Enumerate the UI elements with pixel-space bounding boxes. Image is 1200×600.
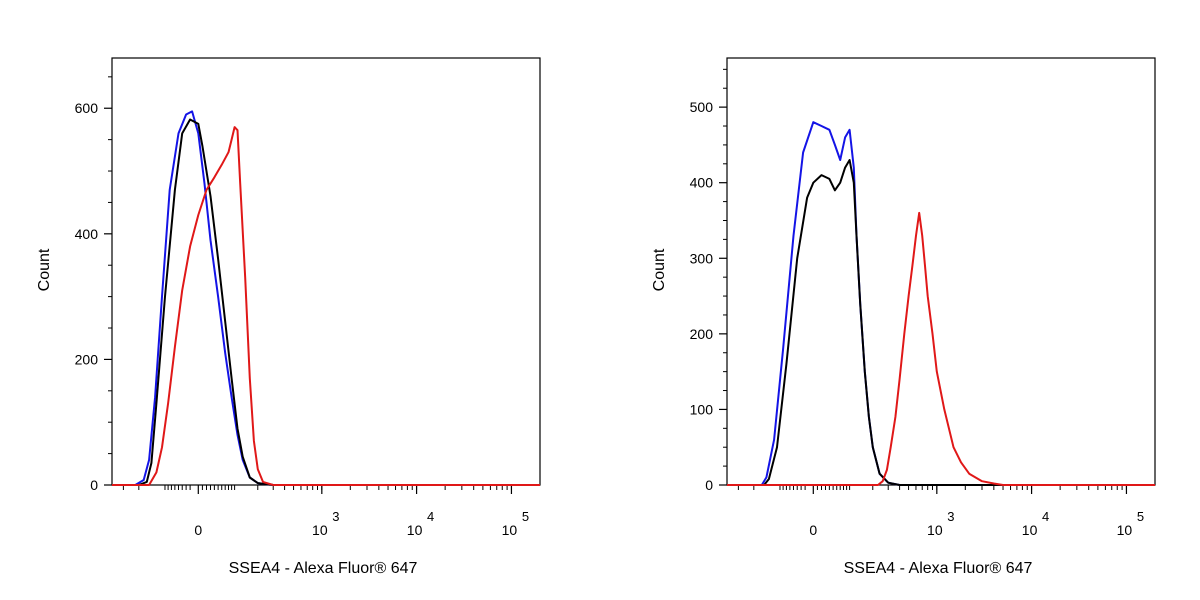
histogram-series-black xyxy=(112,118,540,486)
y-tick-label: 200 xyxy=(75,351,99,367)
x-tick-label-exponent: 5 xyxy=(522,509,529,524)
histogram-series-blue xyxy=(727,121,1155,486)
histogram-panel-left: Count SSEA4 - Alexa Fluor® 647 0 200 400 60… xyxy=(36,57,541,577)
x-tick-label-base: 10 xyxy=(927,522,943,538)
x-tick-label-exponent: 4 xyxy=(1042,509,1049,524)
y-tick-label: 400 xyxy=(75,226,99,242)
y-axis-label: Count xyxy=(36,248,53,291)
histogram-series-red xyxy=(727,211,1155,486)
x-tick-label-base: 10 xyxy=(502,522,518,538)
y-tick-label: 0 xyxy=(705,477,713,493)
histogram-panel-right: Count SSEA4 - Alexa Fluor® 647 010020030… xyxy=(651,57,1156,577)
y-tick-label: 400 xyxy=(690,175,714,191)
x-axis-label: SSEA4 - Alexa Fluor® 647 xyxy=(844,560,1033,577)
x-tick-label-base: 10 xyxy=(312,522,328,538)
y-tick-label: 600 xyxy=(75,100,99,116)
plot-frame xyxy=(111,57,541,486)
y-tick-label: 100 xyxy=(690,401,714,417)
x-tick-label-exponent: 5 xyxy=(1137,509,1144,524)
y-tick-label: 0 xyxy=(90,477,98,493)
x-tick-label: 0 xyxy=(194,522,202,538)
y-axis-label: Count xyxy=(651,248,668,291)
x-tick-label: 0 xyxy=(809,522,817,538)
y-tick-label: 200 xyxy=(690,326,714,342)
y-tick-label: 500 xyxy=(690,99,714,115)
x-tick-label-exponent: 3 xyxy=(947,509,954,524)
x-tick-label-exponent: 4 xyxy=(427,509,434,524)
x-tick-label-exponent: 3 xyxy=(332,509,339,524)
y-tick-label: 300 xyxy=(690,250,714,266)
x-tick-label-base: 10 xyxy=(407,522,423,538)
histogram-series-red xyxy=(112,126,540,486)
histogram-series-black xyxy=(727,159,1155,486)
x-axis-label: SSEA4 - Alexa Fluor® 647 xyxy=(229,560,418,577)
x-tick-label-base: 10 xyxy=(1117,522,1133,538)
histogram-series-blue xyxy=(112,110,540,486)
x-tick-label-base: 10 xyxy=(1022,522,1038,538)
